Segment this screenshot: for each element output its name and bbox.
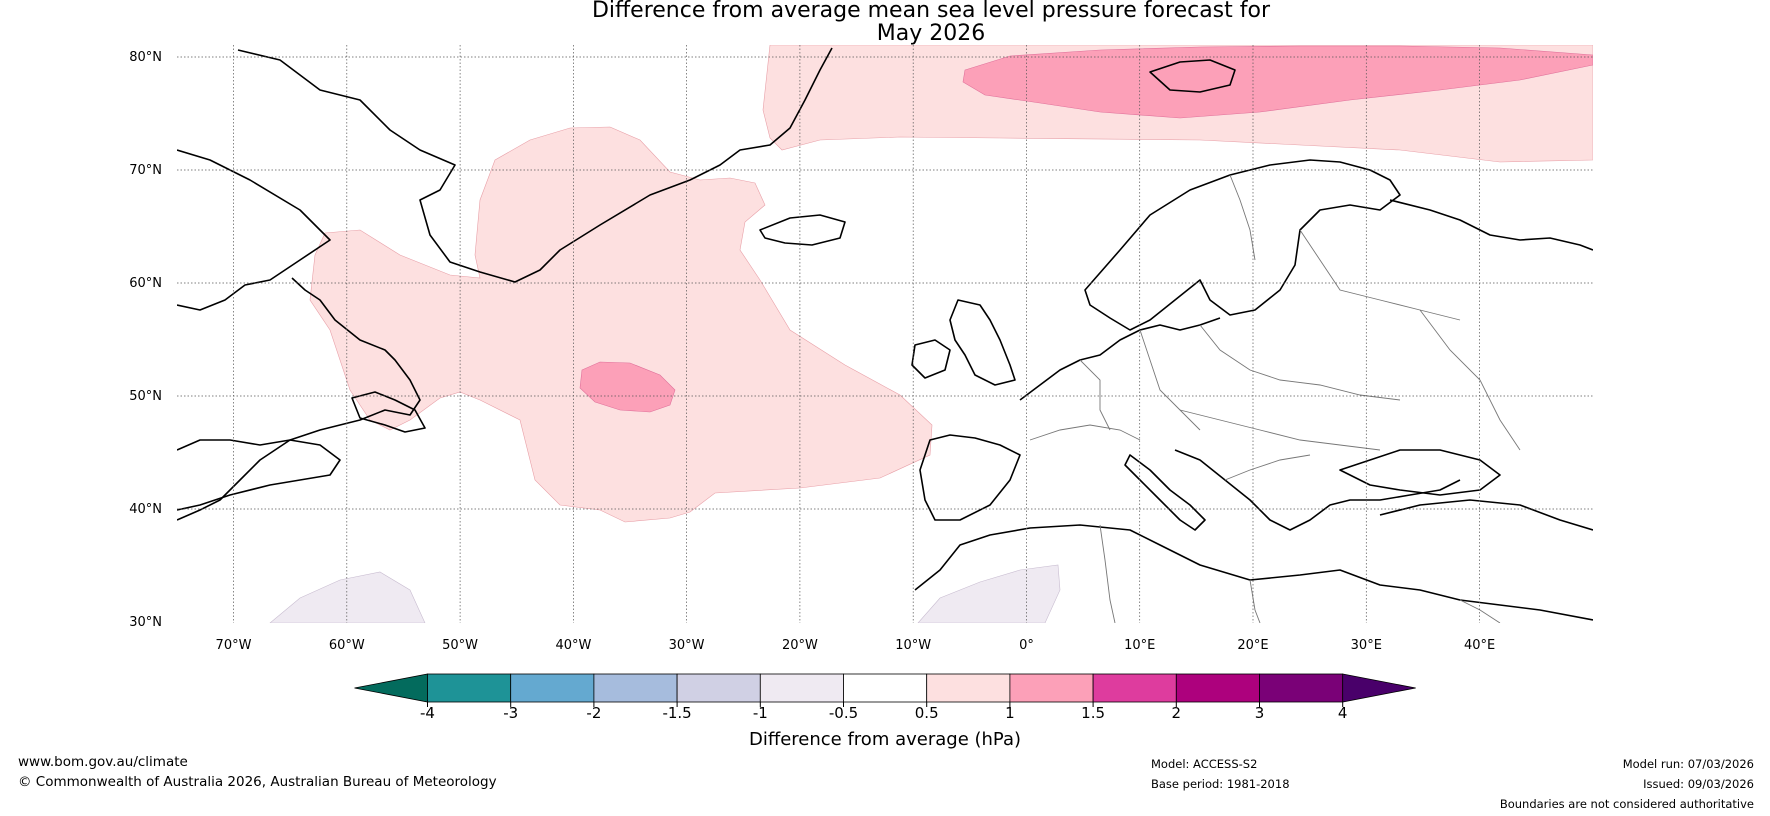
country-border [1224, 454, 1311, 481]
lon-label: 40°E [1464, 638, 1495, 653]
anomaly-area-1-1-5 [309, 126, 933, 523]
country-border [1139, 329, 1201, 431]
colorbar-bin [676, 673, 761, 703]
east-canada-coastline [177, 439, 341, 511]
lon-label: 30°W [669, 638, 705, 653]
lat-label: 70°N [129, 163, 162, 178]
country-border [1249, 579, 1261, 623]
lon-label: 20°E [1237, 638, 1268, 653]
country-border [1179, 409, 1381, 451]
lon-label: 40°W [555, 638, 591, 653]
colorbar-over-extension [1342, 673, 1416, 703]
map-title-line-1: Difference from average mean sea level p… [591, 0, 1271, 23]
lon-label: 10°E [1124, 638, 1155, 653]
copyright-text: © Commonwealth of Australia 2026, Austra… [18, 774, 497, 790]
labrador-coastline [177, 277, 421, 521]
latitude-labels: 80°N 70°N 60°N 50°N 40°N 30°N [129, 50, 162, 630]
base-period: Base period: 1981-2018 [1151, 777, 1290, 791]
colorbar-bin [759, 673, 844, 703]
anomaly-area-neg-0-5-1 [917, 564, 1061, 623]
website-link[interactable]: www.bom.gov.au/climate [18, 754, 188, 770]
colorbar-tick-labels: -4 -3 -2 -1.5 -1 -0.5 0.5 1 1.5 2 3 4 [420, 704, 1347, 722]
colorbar-under-extension [354, 673, 428, 703]
coastlines [177, 47, 1593, 621]
country-border [1459, 599, 1501, 623]
colorbar-bin [510, 673, 595, 703]
map-title-line-2: May 2026 [876, 21, 986, 46]
lon-label: 30°E [1351, 638, 1382, 653]
scandinavia-coastline [1084, 159, 1401, 331]
ireland-coastline [911, 339, 951, 379]
svalbard-coastline [1149, 59, 1236, 93]
longitude-labels: 70°W 60°W 50°W 40°W 30°W 20°W 10°W 0° 10… [216, 638, 1496, 653]
colorbar-tick-label: -1.5 [662, 704, 691, 722]
colorbar [354, 673, 1416, 707]
country-border [1199, 324, 1401, 401]
lat-label: 60°N [129, 276, 162, 291]
anomaly-area-1-5-2 [579, 361, 676, 413]
colorbar-tick-label: 1 [1005, 704, 1015, 722]
iberia-coastline [919, 434, 1021, 521]
lon-label: 50°W [442, 638, 478, 653]
map-panel [177, 45, 1593, 623]
colorbar-tick-label: 2 [1172, 704, 1182, 722]
lat-label: 40°N [129, 502, 162, 517]
colorbar-bin [427, 673, 512, 703]
greenland-coastline [237, 47, 833, 283]
colorbar-tick-label: 4 [1338, 704, 1348, 722]
country-border [1299, 229, 1461, 321]
colorbar-tick-label: 0.5 [915, 704, 939, 722]
colorbar-tick-label: -2 [586, 704, 601, 722]
country-border [1029, 424, 1141, 441]
europe-mainland-coastline [1019, 317, 1221, 401]
country-border [1419, 309, 1521, 451]
lon-label: 10°W [895, 638, 931, 653]
colorbar-bin [843, 673, 928, 703]
north-africa-coastline [914, 524, 1593, 621]
colorbar-tick-label: -4 [420, 704, 435, 722]
colorbar-bin [926, 673, 1011, 703]
lon-label: 60°W [329, 638, 365, 653]
country-border [1079, 359, 1111, 431]
lat-label: 50°N [129, 389, 162, 404]
colorbar-tick-label: -3 [503, 704, 518, 722]
lon-label: 20°W [782, 638, 818, 653]
lon-label: 0° [1019, 638, 1034, 653]
colorbar-tick-label: -0.5 [829, 704, 858, 722]
colorbar-bin [1092, 673, 1177, 703]
colorbar-tick-label: -1 [753, 704, 768, 722]
colorbar-bin [1259, 673, 1344, 703]
uk-coastline [949, 299, 1016, 386]
colorbar-tick-label: 1.5 [1081, 704, 1105, 722]
black-sea-coastline [1339, 449, 1501, 496]
colorbar-bin [1175, 673, 1260, 703]
newfoundland-coastline [351, 391, 426, 433]
lat-label: 30°N [129, 615, 162, 630]
anomaly-area-neg-0-5-1 [269, 571, 426, 623]
country-border [1099, 524, 1116, 623]
model-name: Model: ACCESS-S2 [1151, 757, 1258, 771]
issued-date: Issued: 09/03/2026 [1643, 777, 1754, 791]
turkey-coastline [1379, 499, 1593, 531]
baffin-coastline [177, 149, 331, 311]
country-border [1229, 174, 1256, 261]
colorbar-tick-label: 3 [1255, 704, 1265, 722]
anomaly-area-1-5-2 [962, 45, 1593, 119]
boundaries-disclaimer: Boundaries are not considered authoritat… [1499, 797, 1754, 811]
graticule [177, 45, 1593, 623]
lat-label: 80°N [129, 50, 162, 65]
colorbar-bin [1009, 673, 1094, 703]
model-run-date: Model run: 07/03/2026 [1622, 757, 1754, 771]
italy-coastline [1124, 454, 1206, 531]
colorbar-bin [593, 673, 678, 703]
country-borders [1029, 174, 1521, 623]
russia-arctic-coastline [1389, 199, 1593, 251]
lon-label: 70°W [216, 638, 252, 653]
colorbar-title: Difference from average (hPa) [749, 729, 1021, 750]
